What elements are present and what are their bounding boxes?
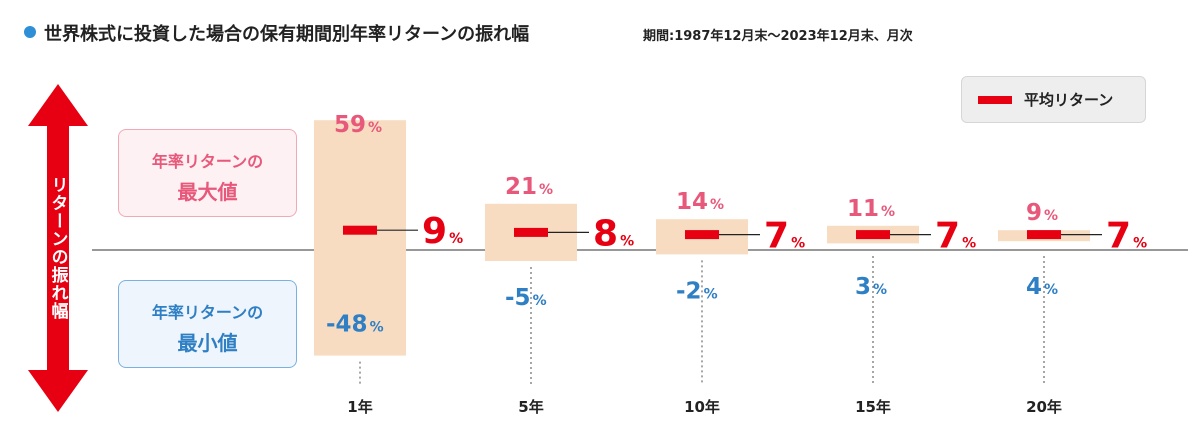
period-note: 期間:1987年12月末〜2023年12月末、月次 bbox=[643, 29, 913, 44]
x-tick-label: 15年 bbox=[855, 398, 891, 416]
axis-label: リターンの振れ幅 bbox=[47, 176, 68, 320]
average-marker bbox=[1027, 230, 1061, 240]
max-callout-line1: 年率リターンの bbox=[151, 152, 264, 171]
legend-average-swatch bbox=[978, 96, 1012, 104]
x-tick-label: 1年 bbox=[347, 398, 372, 416]
min-value-label: 4% bbox=[1026, 274, 1058, 300]
max-return-callout: 年率リターンの 最大値 bbox=[118, 129, 297, 217]
average-marker bbox=[514, 227, 548, 237]
max-value-label: 14% bbox=[676, 189, 724, 215]
min-value-label: 3% bbox=[855, 274, 887, 300]
range-bar bbox=[314, 120, 406, 356]
max-value-label: 59% bbox=[334, 112, 382, 138]
return-range-arrow bbox=[28, 84, 88, 412]
legend-average-label: 平均リターン bbox=[1024, 91, 1114, 109]
chart-marks: 9 % 59 % -48 % 1年 8 % 21 % -5 % 5年 7 % 14 % -2 % 10年 7 % 11 % 3 % 1… bbox=[314, 112, 1147, 416]
average-value-label: 7% bbox=[1106, 216, 1147, 257]
average-value-label: 7% bbox=[764, 216, 805, 257]
min-callout-line1: 年率リターンの bbox=[151, 303, 264, 322]
max-callout-line2: 最大値 bbox=[177, 180, 238, 204]
max-value-label: 11% bbox=[847, 196, 895, 222]
min-value-label: -5% bbox=[505, 285, 547, 311]
average-marker bbox=[856, 230, 890, 240]
min-return-callout: 年率リターンの 最小値 bbox=[118, 280, 297, 368]
min-callout-line2: 最小値 bbox=[177, 331, 238, 355]
x-tick-label: 5年 bbox=[518, 398, 543, 416]
average-marker bbox=[685, 230, 719, 240]
chart-title: 世界株式に投資した場合の保有期間別年率リターンの振れ幅 bbox=[44, 24, 530, 45]
min-value-label: -2% bbox=[676, 278, 718, 304]
max-value-label: 21% bbox=[505, 174, 553, 200]
average-value-label: 8% bbox=[593, 213, 634, 254]
average-marker bbox=[343, 225, 377, 235]
average-value-label: 7% bbox=[935, 216, 976, 257]
max-value-label: 9% bbox=[1026, 200, 1058, 226]
min-value-label: -48% bbox=[326, 312, 384, 338]
x-tick-label: 10年 bbox=[684, 398, 720, 416]
title-bullet-icon bbox=[24, 26, 36, 38]
average-value-label: 9% bbox=[422, 211, 463, 252]
legend: 平均リターン bbox=[961, 76, 1146, 123]
x-tick-label: 20年 bbox=[1026, 398, 1062, 416]
